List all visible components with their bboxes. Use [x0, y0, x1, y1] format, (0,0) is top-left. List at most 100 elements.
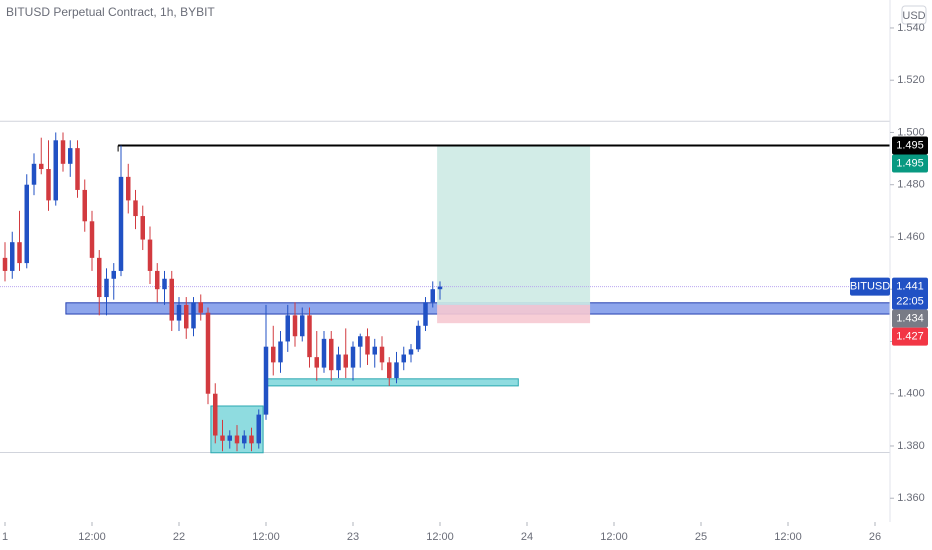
candle-body [24, 184, 29, 264]
candle-body [176, 304, 182, 321]
candle-body [97, 257, 102, 298]
candle-body [372, 346, 377, 355]
price-label: 1.495 [896, 157, 924, 169]
candle-body [111, 270, 116, 279]
candle-body [401, 354, 406, 363]
candle-body [242, 435, 247, 444]
y-tick-label: 1.380 [897, 440, 925, 452]
candle-body [285, 315, 290, 342]
candle-body [2, 257, 8, 271]
candle-body [184, 304, 189, 329]
price-label-box [892, 309, 928, 328]
symbol-label-box [850, 277, 890, 296]
candle-body [416, 325, 421, 350]
profit-zone [437, 145, 591, 305]
candle-body [155, 270, 160, 290]
candle-body [104, 278, 109, 298]
candle-body [89, 221, 95, 258]
x-tick-label: 23 [347, 531, 359, 543]
candle-body [321, 338, 327, 368]
candle-body [227, 435, 232, 441]
y-tick-label: 1.400 [897, 388, 925, 400]
candle-body [350, 346, 356, 368]
candle-body [147, 239, 153, 271]
currency-button[interactable] [901, 5, 927, 25]
candle-body [82, 189, 87, 222]
candle-body [60, 140, 66, 164]
candle-body [126, 176, 131, 201]
candle-body [300, 315, 305, 337]
candle-body [169, 278, 174, 321]
candle-body [205, 312, 211, 394]
candle-body [234, 435, 240, 444]
price-label: 1.434 [896, 313, 924, 325]
x-tick-label: 26 [869, 531, 881, 543]
x-tick-label: 1 [2, 531, 8, 543]
x-tick-label: 12:00 [78, 531, 106, 543]
candle-body [336, 354, 341, 371]
candle-body [31, 163, 37, 185]
x-tick-label: 12:00 [774, 531, 802, 543]
candle-body [191, 302, 196, 329]
candle-body [329, 338, 334, 371]
candle-body [408, 349, 414, 355]
candle-body [271, 346, 276, 363]
y-tick-label: 1.360 [897, 492, 925, 504]
candle-body [213, 393, 218, 436]
candle-body [307, 315, 312, 358]
x-tick-label: 12:00 [252, 531, 280, 543]
candle-body [220, 435, 225, 441]
y-tick-label: 1.460 [897, 231, 925, 243]
price-label-box [892, 277, 928, 310]
price-label: 1.441 [896, 281, 924, 293]
candle-body [46, 169, 51, 201]
x-tick-label: 22 [173, 531, 185, 543]
candle-body [256, 414, 261, 444]
candle-body [10, 242, 15, 271]
currency-label[interactable]: USD [902, 10, 925, 22]
candle-body [39, 163, 44, 170]
candle-body [387, 362, 392, 379]
x-tick-label: 12:00 [600, 531, 628, 543]
candle-body [140, 216, 145, 240]
zone [265, 378, 519, 387]
candle-body [133, 200, 138, 217]
candle-body [17, 242, 22, 264]
candle-body [68, 148, 73, 164]
price-label: 1.427 [896, 331, 924, 343]
candle-body [162, 278, 167, 290]
loss-zone [437, 304, 591, 324]
candle-body [423, 302, 428, 326]
y-tick-label: 1.480 [897, 179, 925, 191]
candle-body [263, 346, 269, 415]
price-label: 1.495 [896, 139, 924, 151]
candle-body [75, 148, 80, 190]
candle-body [249, 435, 254, 444]
x-tick-label: 12:00 [426, 531, 454, 543]
plot-area [0, 120, 891, 454]
candle-body [118, 176, 124, 271]
candle-body [198, 302, 203, 313]
x-tick-label: 24 [521, 531, 533, 543]
y-tick-label: 1.540 [897, 22, 925, 34]
y-tick-label: 1.500 [897, 126, 925, 138]
candle-body [430, 289, 435, 303]
candle-body [278, 341, 283, 363]
candle-body [379, 346, 385, 363]
candle-body [343, 354, 348, 368]
candle-body [314, 357, 319, 368]
candle-body [53, 140, 58, 201]
x-tick-label: 25 [695, 531, 707, 543]
price-label-box [892, 154, 928, 173]
candle-body [437, 286, 443, 290]
y-tick-label: 1.520 [897, 74, 925, 86]
price-label-box [892, 327, 928, 346]
price-label-box [892, 136, 928, 155]
candle-body [365, 336, 370, 355]
candle-body [358, 336, 363, 347]
candle-body [394, 362, 399, 379]
symbol-label: BITUSD [850, 281, 890, 293]
candle-body [292, 315, 298, 337]
